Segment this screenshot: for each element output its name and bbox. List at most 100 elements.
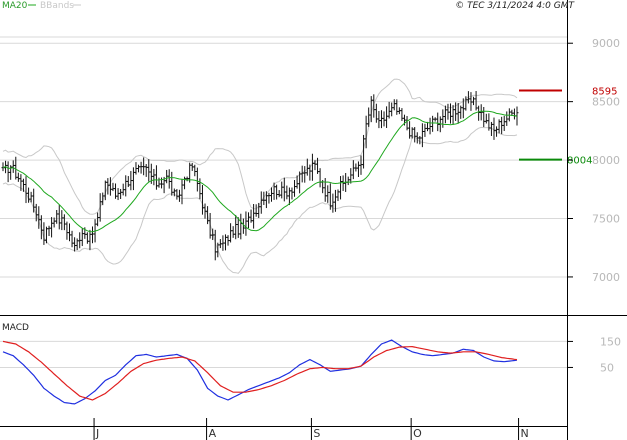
price-bar [359,155,363,175]
price-bar [479,104,483,121]
price-bar [372,94,376,118]
price-bar [70,230,74,248]
price-bar [341,175,345,191]
price-bar [484,113,488,124]
price-bar [67,223,71,242]
price-bar [408,121,412,139]
price-bar [512,108,516,120]
price-bar [73,237,77,252]
price-bar [246,212,250,229]
price-bar [505,111,509,126]
price-bar [78,232,82,249]
y-tick-label: 7000 [592,271,620,284]
bollinger-bands [2,78,518,274]
price-bar [446,103,450,120]
ma-legend-label: MA20 [2,1,28,11]
price-bar [346,176,350,186]
signal-line [2,340,518,401]
price-bar [382,111,386,127]
price-bar [195,167,199,192]
price-bar [385,106,389,128]
price-bar [500,116,504,135]
price-bar [285,185,289,200]
price-bar [16,172,20,182]
x-tick-label: A [209,427,217,440]
price-bar [98,193,102,222]
price-bar [206,206,210,225]
price-bar [137,164,141,173]
price-bar [170,171,174,196]
price-bar [167,169,171,189]
price-bar [397,107,401,115]
price-bar [216,242,220,258]
y-tick-label: 8500 [592,96,620,109]
price-bar [65,221,69,240]
price-bar [165,169,169,184]
price-bar [52,217,56,228]
price-bar [436,112,440,132]
price-bar [193,164,197,177]
price-bar [277,190,281,198]
price-bar [431,115,435,132]
price-bar [177,189,181,202]
price-bar [9,165,13,180]
price-bar [449,103,453,124]
resistance-label: 8595 [592,87,617,98]
price-bar [267,192,271,204]
price-bar [392,99,396,111]
price-bar [472,96,476,106]
price-bar [91,226,95,244]
price-bar [119,188,123,199]
price-bar [121,183,125,196]
macd-y-tick-label: 50 [600,361,614,374]
x-tick-label: N [521,427,529,440]
price-bar [190,162,194,171]
price-bar [497,119,501,134]
price-bar [144,164,148,177]
price-bar [57,205,61,230]
price-bar [328,183,332,210]
price-bar [280,181,284,199]
price-bar [60,210,64,231]
price-bar [349,168,353,184]
price-bar [331,193,335,213]
price-bar [106,178,110,195]
price-bars [1,90,519,261]
price-bar [139,161,143,174]
price-bar [451,105,455,125]
macd-y-tick-label: 150 [600,335,621,348]
price-bar [420,123,424,148]
price-bar [229,223,233,243]
price-bar [390,102,394,117]
x-tick-label: S [313,427,320,440]
price-bar [433,117,437,122]
price-bar [154,165,158,190]
y-tick-label: 8000 [592,154,620,167]
price-bar [157,177,161,188]
price-bar [443,105,447,124]
macd-title: MACD [2,323,29,333]
price-bar [124,175,128,197]
price-bar [88,229,92,251]
price-bar [180,179,184,205]
price-bar [200,185,204,215]
price-bar [459,105,463,119]
price-bar [305,158,309,176]
price-levels: 8595 8004 [519,87,617,167]
price-bar [303,166,307,183]
x-tick-label: J [95,427,99,440]
price-bar [313,160,317,171]
price-bar [413,127,417,143]
bband-upper [2,78,518,215]
y-tick-label: 7500 [592,213,620,226]
price-bar [351,160,355,180]
price-bar [423,123,427,137]
price-bar [50,217,54,238]
macd-line [2,339,518,405]
price-bar [134,162,138,175]
price-bar [185,176,189,182]
price-bar [379,110,383,129]
price-bar [474,90,478,111]
price-bar [264,191,268,209]
